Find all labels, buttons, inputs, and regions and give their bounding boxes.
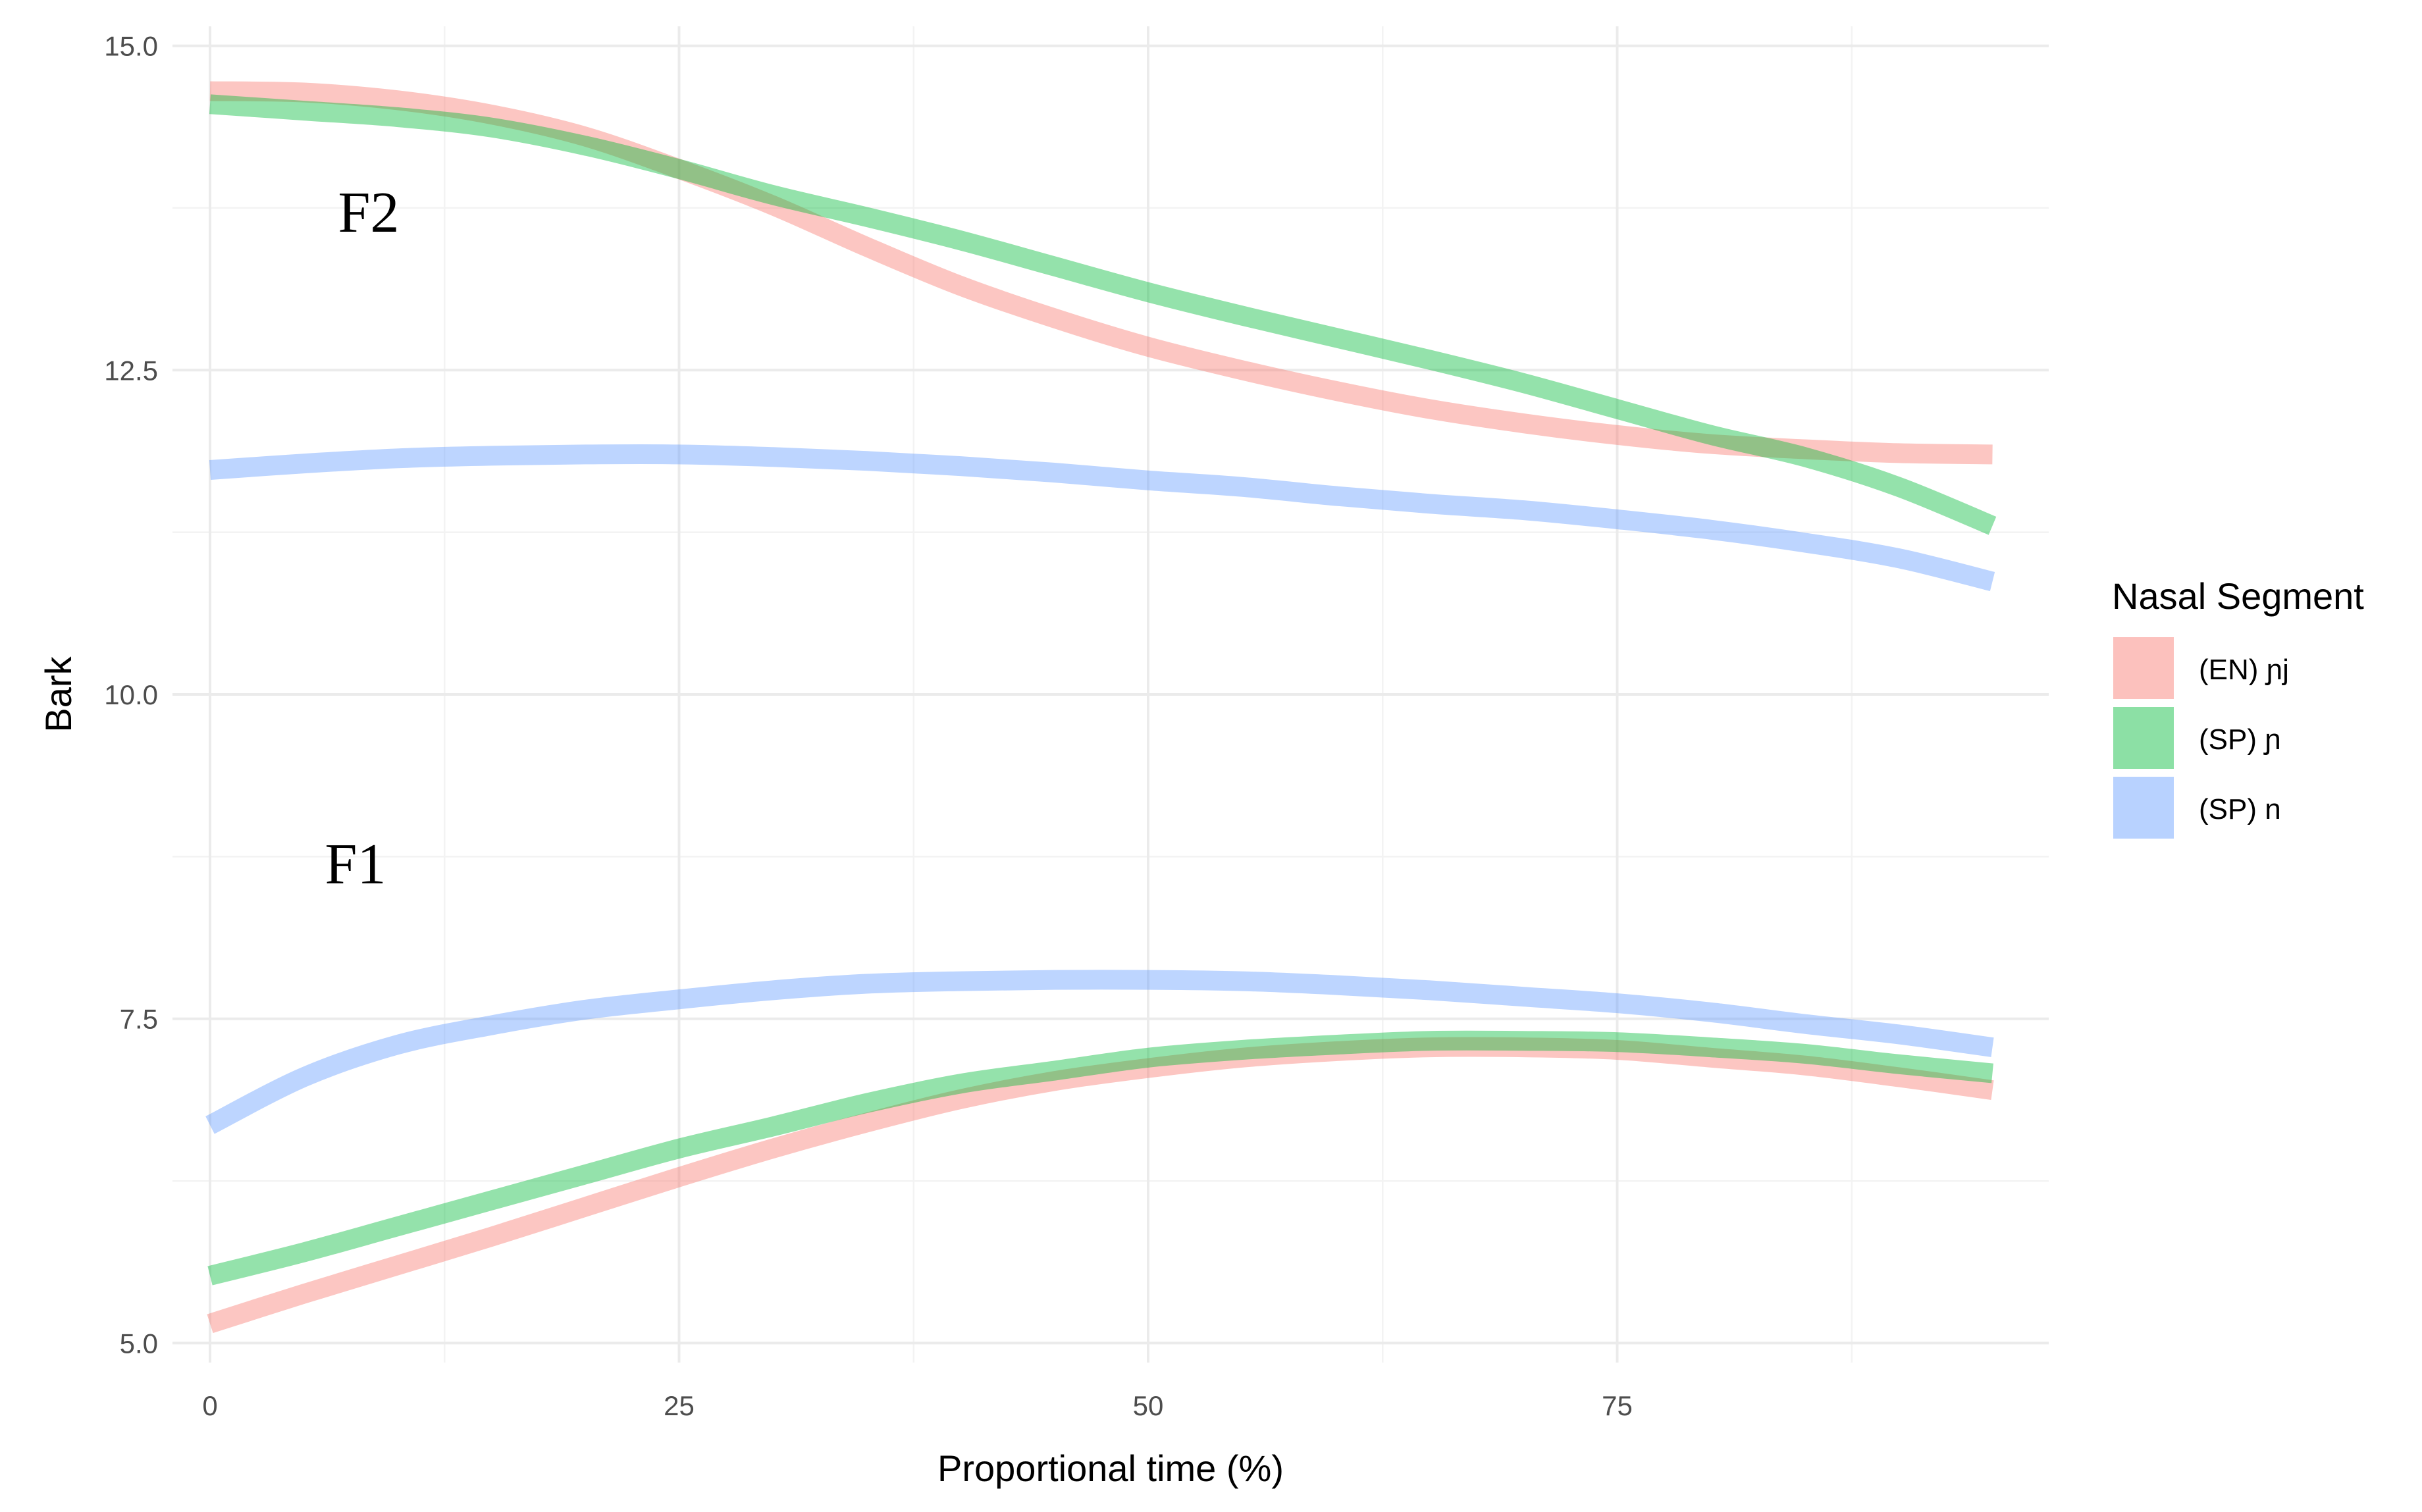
y-tick-label: 7.5 <box>120 1004 158 1035</box>
x-axis-title: Proportional time (%) <box>937 1447 1284 1489</box>
x-tick-label: 25 <box>664 1390 695 1421</box>
y-tick-label: 15.0 <box>104 31 158 62</box>
y-tick-label: 10.0 <box>104 679 158 710</box>
y-tick-label: 12.5 <box>104 355 158 386</box>
series-line-f1-en-j <box>207 1037 1994 1334</box>
annotation-f2: F2 <box>338 181 400 245</box>
series-line-f1-sp-n <box>205 970 1994 1134</box>
series-line-f2-sp-n <box>209 444 1995 592</box>
series-line-f2-en-j <box>209 81 1993 465</box>
series-line-f2-sp <box>209 94 1997 535</box>
y-tick-label: 5.0 <box>120 1328 158 1359</box>
legend-label-sp-palatal: (SP) ɲ <box>2199 723 2281 756</box>
series-layer <box>205 81 1997 1334</box>
y-axis-title: Bark <box>38 656 79 732</box>
annotation-f1: F1 <box>325 833 386 897</box>
legend-key-sp-palatal <box>2113 707 2174 769</box>
axes: 0 25 50 75 5.0 7.5 10.0 12.5 15.0 <box>104 31 1633 1421</box>
legend-key-sp-n <box>2113 777 2174 839</box>
legend-title: Nasal Segment <box>2112 575 2364 617</box>
x-tick-label: 50 <box>1133 1390 1164 1421</box>
series-line-f1-sp <box>207 1030 1993 1286</box>
x-tick-label: 75 <box>1602 1390 1633 1421</box>
legend: Nasal Segment (EN) ɲj (SP) ɲ (SP) n <box>2112 575 2364 839</box>
legend-label-sp-n: (SP) n <box>2199 793 2281 825</box>
x-tick-label: 0 <box>202 1390 217 1421</box>
legend-label-en-nj: (EN) ɲj <box>2199 654 2289 686</box>
legend-key-en-nj <box>2113 637 2174 699</box>
grid <box>172 26 2049 1363</box>
